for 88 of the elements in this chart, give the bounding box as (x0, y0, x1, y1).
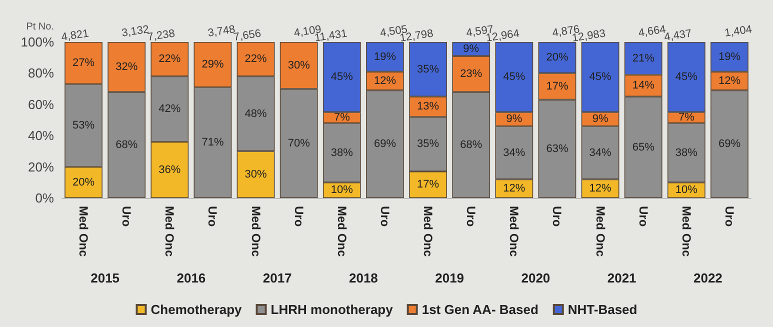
annotation: 4,437 (663, 28, 692, 44)
text: 2018 (348, 270, 378, 286)
data-label: 42% (158, 103, 181, 116)
x-tick-label: Med Onc (679, 206, 694, 257)
data-label: 9% (463, 43, 480, 56)
y-tick-label: 60% (28, 96, 54, 112)
text: 2022 (693, 270, 722, 286)
legend-label: 1st Gen AA- Based (422, 302, 538, 317)
legend-label: Chemotherapy (150, 302, 243, 317)
data-label: 13% (417, 100, 440, 113)
x-tick-label: Med Onc (334, 206, 349, 257)
data-label: 38% (330, 146, 354, 159)
x-tick-label: Uro (550, 206, 564, 227)
data-label: 34% (589, 146, 612, 159)
legend-label: NHT-Based (568, 302, 638, 317)
data-label: 45% (675, 71, 698, 84)
y-axis-title: Pt No. (26, 22, 54, 32)
x-tick-label: Uro (206, 206, 220, 227)
data-label: 17% (417, 178, 440, 191)
data-label: 45% (589, 71, 612, 84)
data-label: 22% (158, 53, 181, 66)
data-label: 23% (460, 68, 482, 80)
data-label: 45% (330, 71, 354, 84)
data-label: 12% (503, 182, 526, 195)
data-label: 35% (417, 63, 440, 76)
data-label: 35% (417, 138, 440, 150)
data-label: 48% (244, 108, 267, 120)
text: 2016 (176, 270, 206, 286)
text: 2017 (262, 270, 292, 286)
y-tick-label: 80% (28, 66, 54, 81)
data-label: 38% (675, 146, 698, 159)
data-label: 20% (72, 176, 95, 188)
x-tick-label: Uro (292, 206, 306, 227)
legend-label: LHRH monotherapy (270, 302, 394, 317)
data-label: 65% (632, 141, 655, 154)
text: 2021 (607, 270, 636, 286)
data-label: 30% (244, 168, 267, 181)
text: 2020 (521, 270, 550, 286)
data-label: 70% (288, 137, 310, 150)
data-label: 69% (718, 138, 741, 150)
data-label: 53% (72, 119, 95, 132)
data-label: 22% (244, 53, 267, 66)
data-label: 19% (374, 50, 396, 63)
data-label: 68% (460, 138, 482, 151)
data-label: 29% (202, 58, 224, 71)
data-label: 12% (718, 75, 741, 87)
annotation: 1,404 (724, 24, 753, 40)
data-label: 12% (374, 75, 396, 87)
x-tick-label: Med Onc (421, 206, 436, 257)
data-label: 30% (288, 59, 310, 72)
data-label: 71% (202, 136, 224, 149)
x-tick-label: Uro (378, 206, 392, 227)
data-label: 20% (546, 52, 568, 64)
data-label: 7% (334, 112, 350, 124)
text: 2015 (90, 270, 120, 286)
y-tick-label: 20% (28, 159, 54, 174)
data-label: 9% (592, 113, 608, 126)
data-label: 21% (632, 52, 655, 64)
data-label: 69% (374, 138, 396, 150)
x-tick-label: Uro (722, 206, 736, 227)
y-tick-label: 100% (20, 34, 54, 50)
data-label: 34% (503, 146, 526, 159)
data-label: 68% (116, 138, 138, 151)
x-tick-label: Uro (120, 206, 134, 227)
data-label: 17% (546, 80, 568, 92)
data-label: 45% (503, 71, 526, 84)
x-tick-label: Med Onc (76, 206, 91, 257)
x-tick-label: Uro (464, 206, 478, 227)
x-tick-label: Med Onc (162, 206, 177, 257)
x-tick-label: Med Onc (593, 206, 608, 257)
data-label: 9% (506, 113, 522, 126)
text: 2019 (435, 270, 464, 286)
data-label: 10% (330, 184, 354, 196)
data-label: 27% (72, 57, 95, 70)
y-tick-label: 0% (35, 190, 54, 206)
data-label: 19% (718, 50, 741, 63)
data-label: 7% (678, 112, 695, 124)
y-tick-label: 40% (28, 128, 54, 144)
data-label: 36% (158, 164, 181, 176)
data-label: 12% (589, 182, 612, 195)
x-tick-label: Med Onc (248, 206, 263, 257)
x-tick-label: Med Onc (507, 206, 522, 257)
data-label: 10% (675, 184, 698, 196)
annotation: 4,821 (60, 28, 90, 44)
data-label: 14% (632, 80, 655, 92)
x-tick-label: Uro (636, 206, 650, 227)
data-label: 63% (546, 142, 568, 155)
data-label: 32% (116, 60, 138, 73)
